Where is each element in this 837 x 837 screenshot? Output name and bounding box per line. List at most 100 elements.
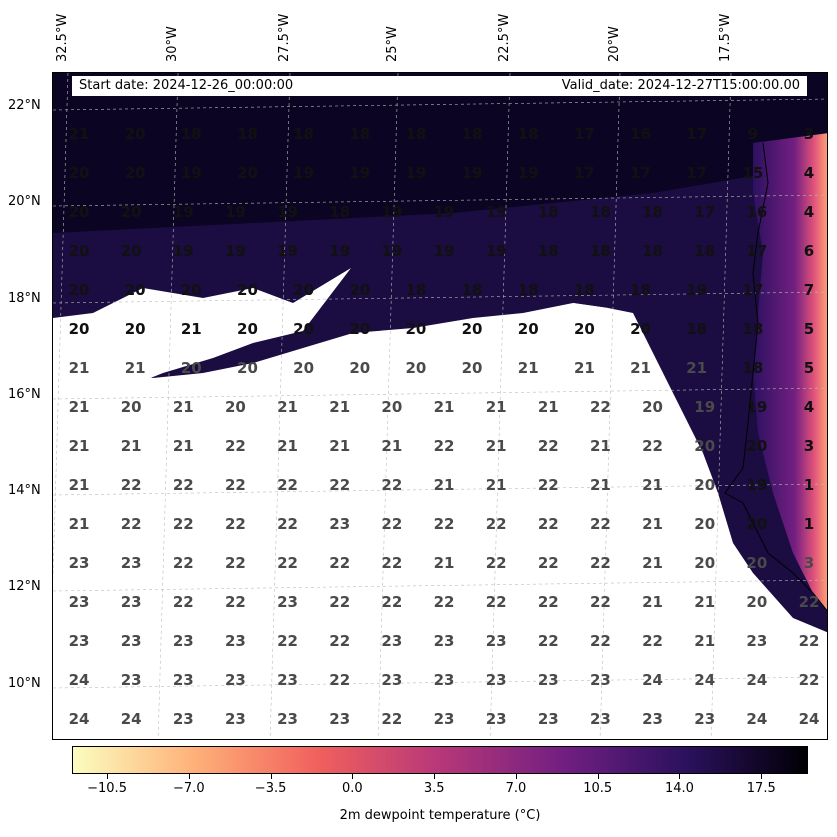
date-banner: Start date: 2024-12-26_00:00:00 Valid_da… (72, 76, 807, 96)
value-label: 18 (642, 242, 663, 260)
value-label: 23 (538, 671, 559, 689)
value-label: 22 (329, 671, 350, 689)
colorbar-tick (434, 774, 436, 779)
value-label: 23 (277, 593, 298, 611)
value-label: 24 (121, 710, 142, 728)
value-label: 22 (799, 593, 820, 611)
value-label: 21 (574, 359, 595, 377)
colorbar-tick-label: 14.0 (665, 781, 694, 796)
value-label: 21 (277, 398, 298, 416)
value-label: 23 (121, 632, 142, 650)
colorbar-tick (679, 774, 681, 779)
value-label: 23 (173, 632, 194, 650)
value-label: 20 (69, 242, 90, 260)
value-label: 7 (804, 281, 814, 299)
latitude-label: 16°N (8, 387, 41, 402)
value-label: 18 (405, 281, 426, 299)
value-label: 20 (349, 359, 370, 377)
value-label: 20 (181, 359, 202, 377)
value-label: 17 (574, 125, 595, 143)
value-label: 19 (694, 398, 715, 416)
value-label: 19 (405, 164, 426, 182)
value-label: 19 (277, 203, 298, 221)
value-label: 19 (746, 398, 767, 416)
value-label: 24 (746, 671, 767, 689)
colorbar-title: 2m dewpoint temperature (°C) (339, 808, 541, 823)
value-label: 21 (590, 437, 611, 455)
value-label: 23 (746, 632, 767, 650)
value-label: 21 (694, 632, 715, 650)
value-label: 16 (746, 203, 767, 221)
value-label: 23 (590, 710, 611, 728)
colorbar-tick-label: −7.0 (173, 781, 205, 796)
value-label: 20 (237, 320, 258, 338)
value-label: 17 (746, 242, 767, 260)
value-label: 18 (742, 320, 763, 338)
value-label: 21 (381, 437, 402, 455)
value-label: 23 (173, 710, 194, 728)
value-label: 17 (686, 125, 707, 143)
value-label: 22 (277, 476, 298, 494)
value-label: 20 (125, 281, 146, 299)
value-label: 19 (173, 242, 194, 260)
value-label: 21 (277, 437, 298, 455)
value-label: 21 (329, 398, 350, 416)
value-label: 22 (486, 515, 507, 533)
value-label: 20 (462, 359, 483, 377)
value-label: 20 (181, 281, 202, 299)
latitude-label: 10°N (8, 676, 41, 691)
value-label: 23 (225, 671, 246, 689)
value-label: 18 (686, 320, 707, 338)
value-label: 21 (630, 359, 651, 377)
latitude-label: 22°N (8, 98, 41, 113)
value-label: 19 (329, 242, 350, 260)
value-label: 22 (799, 671, 820, 689)
value-label: 21 (538, 398, 559, 416)
value-label: 5 (804, 359, 814, 377)
value-label: 19 (173, 203, 194, 221)
value-label: 18 (462, 281, 483, 299)
value-label: 22 (538, 515, 559, 533)
value-label: 17 (686, 164, 707, 182)
value-label: 15 (742, 164, 763, 182)
value-label: 22 (538, 554, 559, 572)
value-label: 20 (642, 398, 663, 416)
value-label: 22 (538, 476, 559, 494)
longitude-label: 22.5°W (497, 13, 512, 62)
value-label: 22 (225, 515, 246, 533)
value-label: 20 (462, 320, 483, 338)
value-label: 1 (804, 515, 814, 533)
colorbar-tick-label: 0.0 (342, 781, 363, 796)
dark-dewpoint-region (53, 73, 827, 732)
value-label: 22 (329, 632, 350, 650)
value-label: 22 (329, 554, 350, 572)
value-label: 4 (804, 203, 814, 221)
value-label: 4 (804, 164, 814, 182)
value-label: 22 (329, 476, 350, 494)
value-label: 18 (642, 203, 663, 221)
value-label: 21 (125, 359, 146, 377)
value-label: 22 (381, 476, 402, 494)
value-label: 19 (434, 203, 455, 221)
value-label: 20 (405, 320, 426, 338)
value-label: 21 (121, 437, 142, 455)
value-label: 16 (630, 125, 651, 143)
value-label: 22 (329, 593, 350, 611)
value-label: 20 (630, 320, 651, 338)
longitude-label: 30°W (165, 26, 180, 62)
value-label: 22 (590, 632, 611, 650)
colorbar (72, 746, 808, 774)
value-label: 20 (125, 320, 146, 338)
value-label: 20 (237, 164, 258, 182)
value-label: 18 (590, 242, 611, 260)
value-label: 18 (181, 125, 202, 143)
value-label: 22 (486, 554, 507, 572)
value-label: 19 (462, 164, 483, 182)
value-label: 20 (293, 320, 314, 338)
latitude-label: 14°N (8, 483, 41, 498)
value-label: 22 (277, 515, 298, 533)
value-label: 20 (293, 281, 314, 299)
value-label: 18 (518, 281, 539, 299)
value-label: 23 (590, 671, 611, 689)
value-label: 17 (574, 164, 595, 182)
